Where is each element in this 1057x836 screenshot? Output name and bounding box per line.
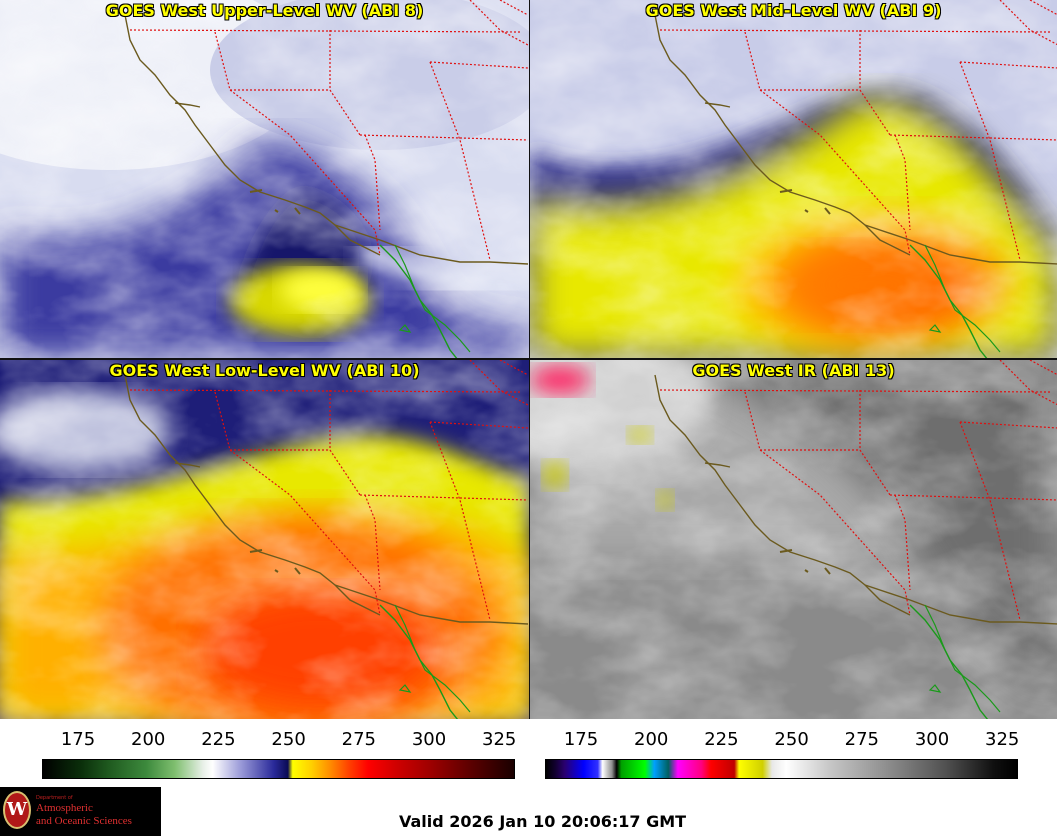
ir-colorbar: [545, 759, 1018, 779]
ir-panel: GOES West IR (ABI 13): [530, 360, 1057, 719]
wv-colorbar: [42, 759, 515, 779]
wv-tick-200: 200: [131, 729, 166, 750]
ir-tick-225: 225: [704, 729, 739, 750]
ir-tick-250: 250: [774, 729, 809, 750]
aos-logo: W Department of Atmospheric and Oceanic …: [0, 787, 161, 836]
logo-dept-text: Department of: [36, 795, 73, 801]
panel-title-mid-level-wv: GOES West Mid-Level WV (ABI 9): [645, 1, 942, 20]
mid-level-wv-image: [530, 0, 1057, 358]
uw-seal-icon: W: [3, 791, 31, 829]
wv-colorbar-ticks: 175 200 225 250 275 300 325: [0, 729, 529, 751]
logo-line-1: Atmospheric: [36, 802, 93, 814]
ir-tick-275: 275: [844, 729, 879, 750]
ir-image: [530, 360, 1057, 719]
valid-time: Valid 2026 Jan 10 20:06:17 GMT: [398, 812, 687, 831]
mid-level-wv-panel: GOES West Mid-Level WV (ABI 9): [530, 0, 1057, 358]
wv-tick-275: 275: [341, 729, 376, 750]
panel-divider-vertical: [529, 0, 530, 719]
colorbar-area: 175 200 225 250 275 300 325 175 200 225 250 275 300…: [0, 719, 1057, 836]
wv-tick-325: 325: [482, 729, 517, 750]
ir-colorbar-ticks: 175 200 225 250 275 300 325: [0, 729, 1057, 751]
low-level-wv-panel: GOES West Low-Level WV (ABI 10): [0, 360, 529, 719]
upper-level-wv-panel: GOES West Upper-Level WV (ABI 8): [0, 0, 529, 358]
panel-title-upper-level-wv: GOES West Upper-Level WV (ABI 8): [105, 1, 424, 20]
wv-tick-300: 300: [411, 729, 447, 750]
ir-tick-200: 200: [634, 729, 669, 750]
ir-tick-175: 175: [563, 729, 599, 750]
ir-tick-300: 300: [914, 729, 950, 750]
wv-tick-225: 225: [201, 729, 236, 750]
logo-line-2: and Oceanic Sciences: [36, 815, 132, 827]
ir-tick-325: 325: [985, 729, 1020, 750]
wv-tick-175: 175: [60, 729, 96, 750]
wv-tick-250: 250: [271, 729, 306, 750]
panel-divider-horizontal: [0, 358, 1057, 360]
upper-level-wv-image: [0, 0, 529, 358]
low-level-wv-image: [0, 360, 529, 719]
panel-title-low-level-wv: GOES West Low-Level WV (ABI 10): [109, 361, 420, 380]
panel-title-ir: GOES West IR (ABI 13): [692, 361, 895, 380]
